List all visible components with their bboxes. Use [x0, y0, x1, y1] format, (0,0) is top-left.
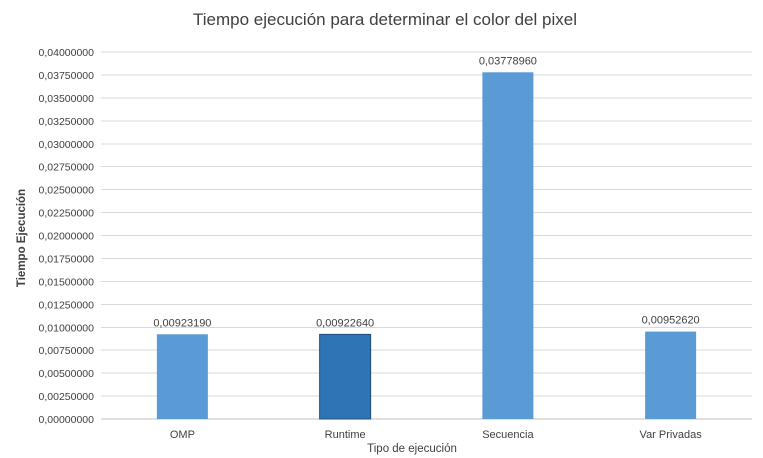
bar-var-privadas[interactable]	[645, 331, 697, 419]
y-tick-label: 0,01250000	[39, 299, 95, 311]
data-label: 0,00952620	[642, 315, 700, 327]
data-label: 0,00922640	[316, 317, 374, 329]
x-axis-categories: OMP Runtime Secuencia Var Privadas	[170, 429, 702, 441]
x-axis-title: Tipo de ejecución	[367, 443, 457, 455]
x-category-label: Var Privadas	[640, 429, 703, 441]
y-tick-label: 0,03000000	[39, 139, 95, 151]
y-tick-label: 0,03750000	[39, 70, 95, 82]
bars	[156, 72, 697, 420]
y-tick-label: 0,03500000	[39, 93, 95, 105]
y-tick-label: 0,03250000	[39, 116, 95, 128]
y-tick-label: 0,01500000	[39, 276, 95, 288]
data-label: 0,00923190	[153, 317, 211, 329]
y-tick-label: 0,00750000	[39, 345, 95, 357]
bar-secuencia[interactable]	[482, 72, 534, 419]
y-tick-label: 0,02000000	[39, 231, 95, 243]
y-tick-label: 0,02500000	[39, 185, 95, 197]
y-tick-label: 0,01000000	[39, 322, 95, 334]
x-category-label: Secuencia	[482, 429, 534, 441]
y-axis-title: Tiempo Ejecución	[16, 189, 28, 287]
y-tick-label: 0,04000000	[39, 47, 95, 59]
y-tick-label: 0,00250000	[39, 391, 95, 403]
y-tick-label: 0,01750000	[39, 253, 95, 265]
y-axis-ticks: 0,00000000 0,00250000 0,00500000 0,00750000…	[39, 47, 95, 426]
data-labels: 0,00923190 0,00922640 0,03778960 0,00952620	[153, 55, 699, 329]
x-category-label: Runtime	[325, 429, 366, 441]
gridlines	[101, 51, 752, 420]
bar-runtime[interactable]	[319, 333, 372, 420]
data-label: 0,03778960	[479, 55, 537, 67]
y-tick-label: 0,02750000	[39, 162, 95, 174]
y-tick-label: 0,02250000	[39, 208, 95, 220]
y-tick-label: 0,00500000	[39, 368, 95, 380]
x-category-label: OMP	[170, 429, 195, 441]
bar-omp[interactable]	[156, 334, 208, 419]
chart-title: Tiempo ejecución para determinar el colo…	[193, 10, 577, 29]
y-tick-label: 0,00000000	[39, 414, 95, 426]
